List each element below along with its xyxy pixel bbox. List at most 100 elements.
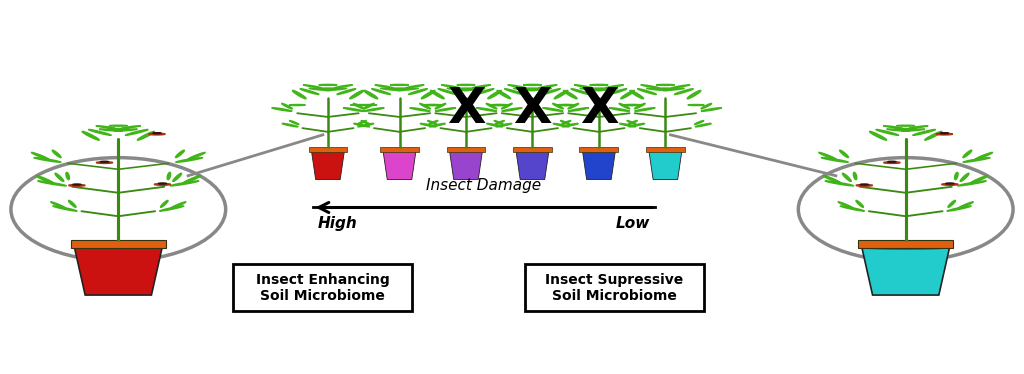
Ellipse shape [560,104,577,105]
Ellipse shape [32,152,49,159]
Ellipse shape [568,108,589,111]
Ellipse shape [438,89,457,95]
Ellipse shape [420,123,436,127]
Ellipse shape [427,104,443,105]
Polygon shape [649,151,682,180]
Text: Insect Enhancing: Insect Enhancing [256,273,390,287]
Ellipse shape [381,88,402,91]
Ellipse shape [334,85,352,88]
Polygon shape [71,240,166,248]
Text: High: High [317,216,357,231]
Polygon shape [862,248,949,295]
Ellipse shape [563,91,578,99]
Ellipse shape [55,173,63,181]
Ellipse shape [539,85,557,88]
Polygon shape [583,151,615,180]
Ellipse shape [290,120,299,125]
Ellipse shape [627,120,636,125]
Ellipse shape [622,104,638,105]
Ellipse shape [628,120,637,125]
Ellipse shape [175,150,184,157]
Ellipse shape [638,89,656,95]
Ellipse shape [410,108,430,111]
Ellipse shape [895,128,916,130]
Ellipse shape [940,133,948,134]
Ellipse shape [694,120,703,125]
Ellipse shape [353,103,364,109]
Ellipse shape [406,85,424,88]
Ellipse shape [554,91,568,99]
Ellipse shape [701,108,722,111]
Ellipse shape [309,88,331,91]
Ellipse shape [687,91,700,99]
Ellipse shape [948,200,955,207]
Ellipse shape [183,175,201,183]
Ellipse shape [160,206,183,211]
Ellipse shape [571,89,590,95]
Text: Soil Microbiome: Soil Microbiome [552,289,677,303]
Ellipse shape [456,88,476,89]
Ellipse shape [700,103,712,109]
Polygon shape [75,248,162,295]
Ellipse shape [53,206,77,211]
Ellipse shape [364,103,374,109]
Ellipse shape [422,104,438,105]
Ellipse shape [621,91,635,99]
Ellipse shape [502,103,512,109]
Polygon shape [383,151,416,180]
Ellipse shape [838,202,854,209]
Ellipse shape [646,88,668,91]
Ellipse shape [271,108,292,111]
Text: X: X [446,85,485,133]
Ellipse shape [887,129,910,131]
Ellipse shape [630,91,644,99]
Ellipse shape [553,103,563,109]
Polygon shape [858,240,953,248]
Ellipse shape [349,91,364,99]
Ellipse shape [429,123,445,127]
Ellipse shape [840,150,849,157]
Ellipse shape [389,88,410,89]
Ellipse shape [81,247,156,249]
Ellipse shape [888,161,896,162]
Ellipse shape [446,88,469,91]
Ellipse shape [856,184,872,186]
Ellipse shape [435,108,456,111]
Ellipse shape [641,85,659,88]
Ellipse shape [971,175,988,183]
Ellipse shape [350,104,367,105]
Ellipse shape [409,89,427,95]
Ellipse shape [629,123,645,127]
Ellipse shape [69,184,85,186]
Ellipse shape [428,120,437,125]
Text: Soil Microbiome: Soil Microbiome [260,289,385,303]
Ellipse shape [34,157,60,162]
Ellipse shape [909,126,928,128]
Ellipse shape [137,131,155,140]
Ellipse shape [153,133,161,134]
Ellipse shape [635,108,655,111]
Ellipse shape [568,103,579,109]
Ellipse shape [364,108,384,111]
Ellipse shape [282,103,293,109]
Ellipse shape [430,91,444,99]
Ellipse shape [821,157,848,162]
Ellipse shape [343,108,364,111]
Ellipse shape [954,172,958,180]
Polygon shape [516,151,549,180]
Ellipse shape [608,89,627,95]
Ellipse shape [529,88,552,91]
Ellipse shape [580,88,602,91]
Ellipse shape [100,161,109,162]
Ellipse shape [856,200,863,207]
Polygon shape [311,151,344,180]
Ellipse shape [88,129,112,135]
Ellipse shape [495,120,505,125]
Ellipse shape [486,123,503,127]
Ellipse shape [508,85,526,88]
Ellipse shape [869,131,887,140]
Ellipse shape [896,125,914,126]
Ellipse shape [942,184,958,185]
Ellipse shape [574,85,593,88]
Ellipse shape [38,181,67,186]
